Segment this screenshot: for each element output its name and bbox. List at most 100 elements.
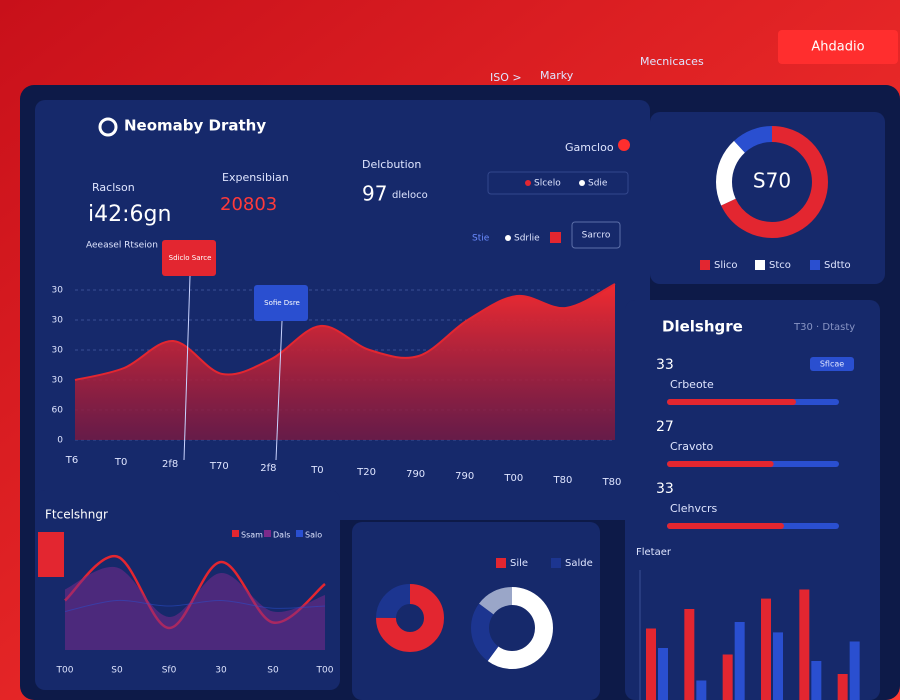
x-tick-label: T20 [356,467,376,478]
tag [38,532,64,577]
control-dot [505,235,511,241]
annotation-box [162,240,216,276]
y-tick-label: 30 [52,376,64,386]
y-tick-label: 0 [57,436,63,446]
x-tick-label: T6 [65,455,78,466]
filter-label[interactable]: Gamcloo [565,141,614,154]
filter-dot [618,139,630,151]
panel-title: Ftcelshngr [45,508,108,522]
progress-fill [667,399,796,405]
control-label[interactable]: Sdrlie [514,234,540,244]
bar [696,680,707,700]
control-label[interactable]: Stie [472,234,490,244]
donut-segment [716,126,828,238]
stat-label: Delcbution [362,158,421,171]
x-tick-label: T0 [114,457,127,468]
bar [722,654,733,700]
x-tick-label: T00 [56,666,74,676]
badge [810,357,854,371]
x-tick-label: S0 [111,666,123,676]
bar [811,661,822,700]
x-tick-label: 2f8 [260,463,276,474]
header-button-label[interactable]: Ahdadio [811,40,864,55]
item-value: 27 [656,419,674,435]
y-tick-label: 60 [52,406,64,416]
stat-note: dleloco [392,190,428,201]
y-tick-label: 30 [52,286,64,296]
y-tick-label: 30 [52,346,64,356]
legend-swatch [232,530,239,537]
x-tick-label: Sf0 [162,666,177,676]
legend-label: Salo [305,531,322,540]
x-tick-label: T00 [316,666,334,676]
bar [684,609,695,700]
annotation-box [254,285,308,321]
nav-item[interactable]: ISO > [490,71,522,84]
legend-swatch [755,260,765,270]
legend-label: Salde [565,558,593,569]
bar [761,598,771,700]
legend-swatch [700,260,710,270]
y-tick-label: 30 [52,316,64,326]
legend-label: Dals [273,531,290,540]
donut-segment [471,587,553,669]
stat-value: 20803 [220,194,277,215]
legend-label: Stco [769,260,791,271]
bar [646,628,656,700]
x-tick-label: 790 [455,471,474,482]
panel-title: Dlelshgre [662,318,743,336]
item-name: Crbeote [670,378,714,391]
x-tick-label: T0 [310,465,323,476]
area-line [74,283,616,381]
bar [799,589,810,700]
legend-dot [525,180,531,186]
x-tick-label: 790 [406,469,425,480]
progress-fill [667,461,774,467]
badge-label: Sflcae [820,360,844,369]
bar [837,674,848,700]
donut-segment [376,584,444,652]
legend-label: Sile [510,558,528,569]
bar [773,632,783,700]
annotation-label: Sdiclo Sarce [169,254,212,262]
header-button[interactable] [778,30,898,64]
annotation-line [275,320,283,461]
x-tick-label: T80 [602,477,622,488]
legend-label: Slico [714,260,738,271]
x-tick-label: 2f8 [162,459,178,470]
bar [734,622,745,700]
legend-label: Ssam [241,531,263,540]
progress-fill [667,523,784,529]
donut-segment [471,587,553,669]
overview-title: Neomaby Drathy [124,117,266,135]
legend-swatch [810,260,820,270]
control-button-label[interactable]: Sarcro [582,231,611,241]
control-button[interactable] [571,221,621,249]
annotation-label: Sofie Dsre [264,299,300,307]
stat-label: Raclson [92,181,135,194]
bar [849,641,860,700]
panel-title: Fletaer [636,547,672,558]
donut-center: S70 [753,169,791,193]
x-tick-label: T80 [552,475,572,486]
stat-value: i42:6gn [88,202,171,227]
panel-subtitle: T30 · Dtasty [793,322,855,333]
legend-label: Slcelo [534,179,561,189]
x-tick-label: T70 [209,461,229,472]
legend-swatch [296,530,303,537]
nav-item[interactable]: Mecnicaces [640,55,704,68]
legend-swatch [551,558,561,568]
donut-panel [650,112,885,284]
x-tick-label: 30 [215,666,227,676]
nav-item[interactable]: Marky [540,69,574,82]
logo [98,117,118,137]
stat-value: 97 [362,182,387,206]
wave-line [64,599,326,612]
legend-swatch [496,558,506,568]
legend-label: Sdtto [824,260,851,271]
control-square [550,232,561,243]
item-value: 33 [656,357,674,373]
stat-note: Aeeasel Rtseion [86,241,158,251]
